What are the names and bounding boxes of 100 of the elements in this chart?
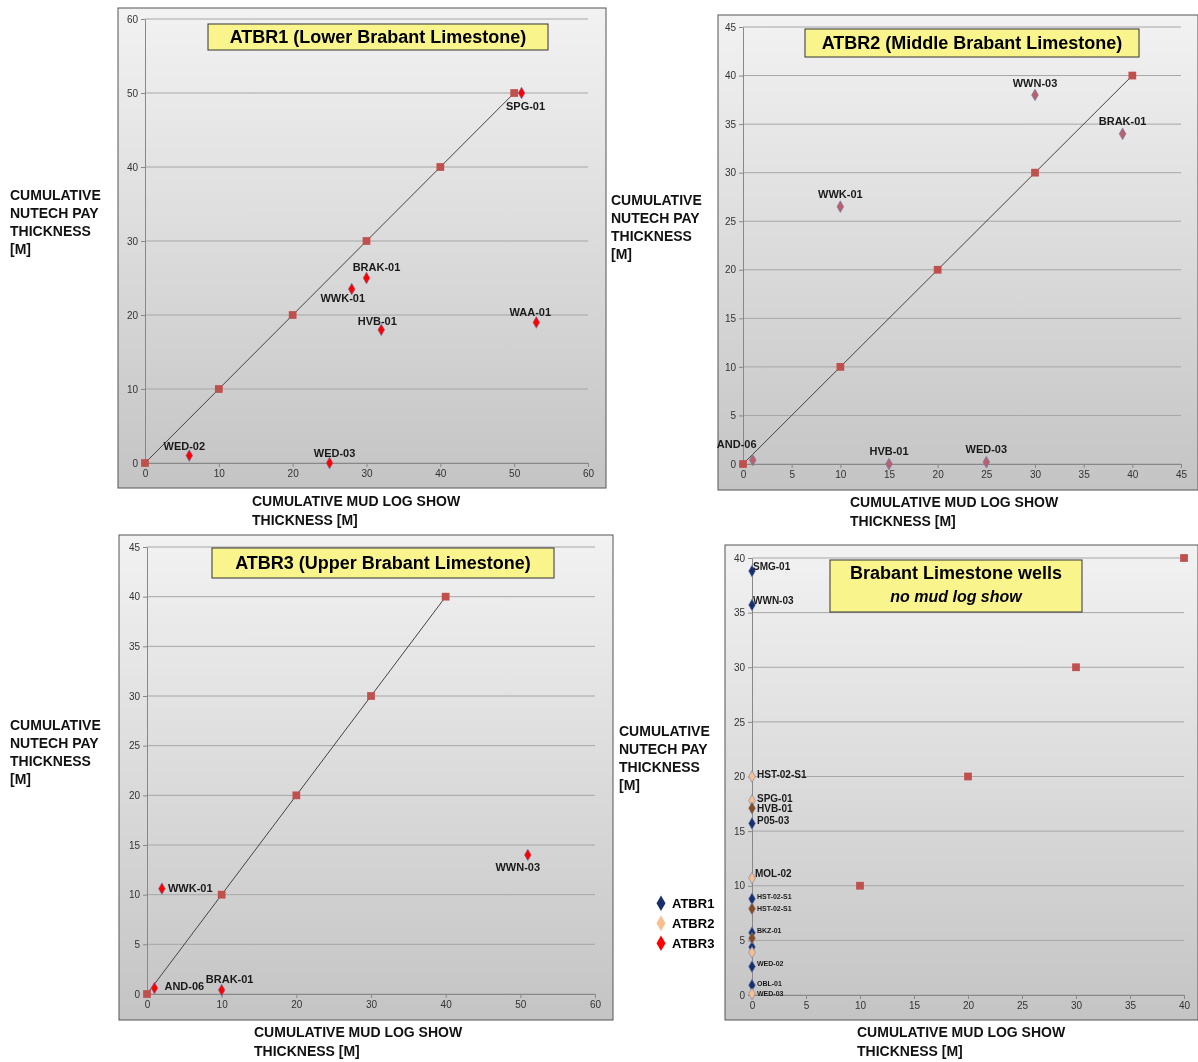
y-tick-label: 30 — [128, 690, 141, 702]
x-tick-label: 0 — [144, 999, 151, 1011]
x-tick-label: 20 — [932, 469, 945, 481]
x-axis-title: CUMULATIVE MUD LOG SHOW THICKNESS [M] — [254, 1024, 463, 1059]
y-tick-label: 30 — [126, 235, 139, 247]
annotation: WWK-01 — [818, 187, 863, 200]
legend-label: ATBR2 — [672, 916, 715, 932]
y-tick-label: 35 — [724, 118, 737, 130]
y-tick-label: 5 — [730, 410, 737, 422]
y-tick-label: 10 — [128, 889, 141, 901]
chart-title: Brabant Limestone wells — [849, 563, 1063, 583]
y-tick-label: 20 — [733, 771, 746, 783]
y-tick-label: 40 — [733, 552, 746, 564]
legend-label: ATBR3 — [672, 936, 715, 952]
x-tick-label: 45 — [1175, 469, 1188, 481]
annotation: AND-06 — [164, 979, 205, 992]
y-tick-label: 45 — [724, 21, 737, 33]
x-axis-title: CUMULATIVE MUD LOG SHOW THICKNESS [M] — [857, 1024, 1066, 1059]
x-axis-title: CUMULATIVE MUD LOG SHOW THICKNESS [M] — [850, 494, 1059, 529]
y-axis-title: CUMULATIVE NUTECH PAY THICKNESS [M] — [10, 187, 101, 257]
x-tick-label: 10 — [854, 1000, 867, 1012]
x-tick-label: 60 — [589, 999, 602, 1011]
x-tick-label: 25 — [981, 469, 993, 481]
y-tick-label: 25 — [128, 740, 141, 752]
chart-title: ATBR2 (Middle Brabant Limestone) — [821, 33, 1123, 53]
y-tick-label: 10 — [126, 383, 139, 395]
y-tick-label: 15 — [733, 825, 746, 837]
annotation: WWN-03 — [495, 860, 541, 873]
x-tick-label: 5 — [789, 469, 796, 481]
x-tick-label: 40 — [1127, 469, 1139, 481]
text: no mud log show — [890, 588, 1024, 605]
annotation: HVB-01 — [357, 314, 397, 327]
annotation: WAA-01 — [509, 306, 552, 319]
y-tick-label: 40 — [724, 70, 737, 82]
x-tick-label: 20 — [287, 468, 300, 480]
annotation: SPG-01 — [505, 99, 546, 112]
x-tick-label: 40 — [440, 999, 453, 1011]
y-tick-label: 30 — [733, 661, 746, 673]
annotation: WWK-01 — [320, 292, 366, 305]
y-tick-label: 35 — [733, 607, 746, 619]
annotation: WWK-01 — [167, 881, 213, 894]
annotation: WWN-03 — [753, 594, 794, 606]
x-tick-label: 35 — [1078, 469, 1091, 481]
annotation: P05-03 — [757, 815, 790, 827]
annotation: WED-03 — [313, 446, 356, 459]
y-tick-label: 5 — [134, 939, 141, 951]
y-tick-label: 50 — [126, 87, 139, 99]
annotation: BRAK-01 — [352, 260, 401, 273]
x-tick-label: 25 — [1016, 1000, 1029, 1012]
x-tick-label: 30 — [365, 999, 378, 1011]
annotation: SMG-01 — [753, 560, 791, 572]
annotation: BRAK-01 — [1098, 114, 1147, 127]
annotation: SPG-01 — [757, 793, 794, 805]
x-tick-label: 5 — [803, 1000, 810, 1012]
y-tick-label: 10 — [724, 361, 737, 373]
y-tick-label: 0 — [739, 989, 746, 1001]
y-tick-label: 45 — [128, 541, 141, 553]
chart-title: ATBR1 (Lower Brabant Limestone) — [229, 27, 527, 47]
y-tick-label: 35 — [128, 641, 141, 653]
y-tick-label: 60 — [126, 13, 139, 25]
annotation: WWN-03 — [1012, 76, 1058, 89]
x-tick-label: 50 — [515, 999, 527, 1011]
annotation: MOL-02 — [755, 867, 793, 879]
y-tick-label: 20 — [126, 309, 139, 321]
chart-title: ATBR3 (Upper Brabant Limestone) — [235, 553, 531, 573]
y-tick-label: 0 — [134, 988, 141, 1000]
x-tick-label: 50 — [509, 468, 521, 480]
x-tick-label: 20 — [962, 1000, 975, 1012]
y-tick-label: 5 — [739, 935, 746, 947]
y-tick-label: 20 — [128, 790, 141, 802]
x-tick-label: 30 — [1070, 1000, 1083, 1012]
x-tick-label: 40 — [1178, 1000, 1191, 1012]
x-tick-label: 20 — [291, 999, 303, 1011]
annotation: HVB-01 — [869, 444, 909, 457]
y-axis-title: CUMULATIVE NUTECH PAY THICKNESS [M] — [10, 717, 101, 787]
y-tick-label: 0 — [730, 458, 737, 470]
annotation: HST-02-S1 — [757, 769, 807, 781]
y-axis-title: CUMULATIVE NUTECH PAY THICKNESS [M] — [611, 192, 702, 262]
y-tick-label: 20 — [724, 264, 737, 276]
y-tick-label: 15 — [128, 839, 141, 851]
x-tick-label: 10 — [216, 999, 229, 1011]
x-tick-label: 40 — [435, 468, 447, 480]
y-tick-label: 40 — [128, 591, 141, 603]
y-tick-label: 30 — [724, 167, 737, 179]
x-tick-label: 35 — [1124, 1000, 1137, 1012]
x-tick-label: 15 — [908, 1000, 921, 1012]
annotation: BRAK-01 — [205, 972, 254, 985]
y-tick-label: 0 — [132, 457, 139, 469]
y-tick-label: 40 — [126, 161, 139, 173]
x-axis-title: CUMULATIVE MUD LOG SHOW THICKNESS [M] — [252, 493, 461, 528]
x-tick-label: 0 — [749, 1000, 756, 1012]
annotation: WED-02 — [163, 439, 206, 452]
x-tick-label: 0 — [142, 468, 149, 480]
y-tick-label: 10 — [733, 880, 746, 892]
y-tick-label: 15 — [724, 313, 737, 325]
x-tick-label: 10 — [835, 469, 847, 481]
x-tick-label: 30 — [361, 468, 373, 480]
x-tick-label: 15 — [883, 469, 896, 481]
annotation: WED-03 — [965, 442, 1008, 455]
y-tick-label: 25 — [733, 716, 746, 728]
